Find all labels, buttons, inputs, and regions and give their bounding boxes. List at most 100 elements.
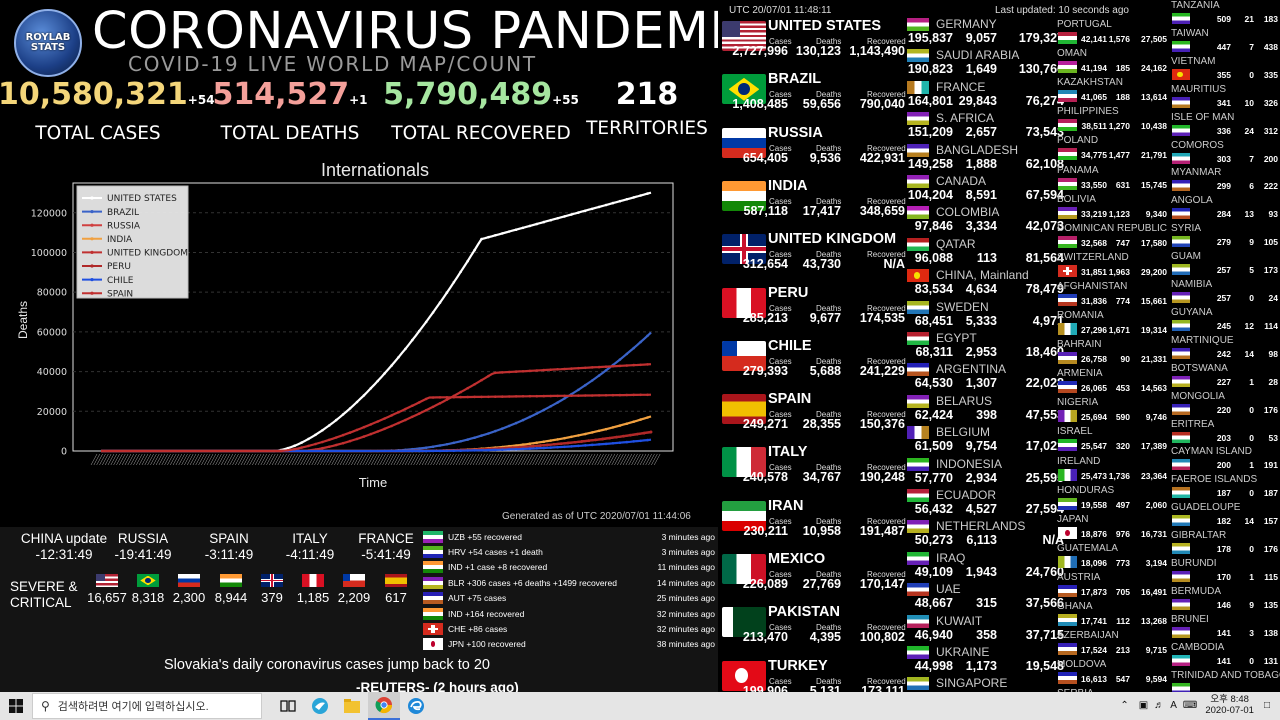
country-row-om[interactable]: OMAN 41,194 185 24,162: [1057, 46, 1167, 77]
country-row-eg[interactable]: EGYPT 68,311 2,953 18,460: [906, 329, 1064, 360]
country-row-iq[interactable]: IRAQ 49,109 1,943 24,760: [906, 549, 1064, 580]
country-row-it[interactable]: ITALY Cases Deaths Recovered 240,578 34,767 19…: [722, 441, 906, 494]
edge-icon[interactable]: [400, 692, 432, 720]
country-row-gp[interactable]: GUADELOUPE 182 14 157: [1171, 502, 1280, 530]
country-row-qa[interactable]: QATAR 96,088 113 81,564: [906, 235, 1064, 266]
country-row-pe[interactable]: PERU Cases Deaths Recovered 285,213 9,677 174,…: [722, 282, 906, 335]
country-row-es[interactable]: SPAIN Cases Deaths Recovered 249,271 28,355 15…: [722, 388, 906, 441]
country-row-by[interactable]: BELARUS 62,424 398 47,553: [906, 392, 1064, 423]
network-icon[interactable]: ▣: [1138, 699, 1149, 711]
country-row-na[interactable]: NAMIBIA 257 0 24: [1171, 279, 1280, 307]
country-row-er[interactable]: ERITREA 203 0 53: [1171, 419, 1280, 447]
country-row-ao[interactable]: ANGOLA 284 13 93: [1171, 195, 1280, 223]
country-row-gi[interactable]: GIBRALTAR 178 0 176: [1171, 530, 1280, 558]
country-row-cl[interactable]: CHILE Cases Deaths Recovered 279,393 5,688 241…: [722, 335, 906, 388]
country-row-ch[interactable]: SWITZERLAND 31,851 1,963 29,200: [1057, 250, 1167, 281]
country-row-ar[interactable]: ARGENTINA 64,530 1,307 22,028: [906, 360, 1064, 391]
country-row-mu[interactable]: MAURITIUS 341 10 326: [1171, 84, 1280, 112]
country-row-bd[interactable]: BANGLADESH 149,258 1,888 62,108: [906, 141, 1064, 172]
news-headline[interactable]: Slovakia's daily coronavirus cases jump …: [164, 657, 490, 673]
task-view-icon[interactable]: [272, 692, 304, 720]
chrome-icon[interactable]: [368, 692, 400, 720]
volume-icon[interactable]: ♬: [1154, 699, 1165, 711]
country-row-am[interactable]: ARMENIA 26,065 453 14,563: [1057, 366, 1167, 397]
country-row-cn[interactable]: CHINA, Mainland 83,534 4,634 78,479: [906, 266, 1064, 297]
taskbar-clock[interactable]: 오후 8:48 2020-07-01: [1205, 694, 1254, 716]
country-row-tw[interactable]: TAIWAN 447 7 438: [1171, 28, 1280, 56]
country-row-bm[interactable]: BERMUDA 146 9 135: [1171, 586, 1280, 614]
country-row-ua[interactable]: UKRAINE 44,998 1,173 19,548: [906, 643, 1064, 674]
country-row-ir[interactable]: IRAN Cases Deaths Recovered 230,211 10,958 191…: [722, 495, 906, 548]
country-row-jp[interactable]: JAPAN 18,876 976 16,731: [1057, 512, 1167, 543]
country-row-de[interactable]: GERMANY 195,837 9,057 179,327: [906, 15, 1064, 46]
country-row-za[interactable]: S. AFRICA 151,209 2,657 73,543: [906, 109, 1064, 140]
country-row-do[interactable]: DOMINICAN REPUBLIC 32,568 747 17,580: [1057, 221, 1167, 252]
country-row-fo[interactable]: FAEROE ISLANDS 187 0 187: [1171, 474, 1280, 502]
country-row-az[interactable]: AZERBAIJAN 17,524 213 9,715: [1057, 628, 1167, 659]
deaths-value: 0: [1249, 404, 1254, 415]
country-row-at[interactable]: AUSTRIA 17,873 705 16,491: [1057, 570, 1167, 601]
country-row-md[interactable]: MOLDOVA 16,613 547 9,594: [1057, 657, 1167, 688]
app-bird-icon[interactable]: [304, 692, 336, 720]
country-row-pk[interactable]: PAKISTAN Cases Deaths Recovered 213,470 4,395…: [722, 601, 906, 654]
country-row-mm[interactable]: MYANMAR 299 6 222: [1171, 167, 1280, 195]
country-row-ae[interactable]: UAE 48,667 315 37,566: [906, 580, 1064, 611]
country-row-il[interactable]: ISRAEL 25,547 320 17,389: [1057, 424, 1167, 455]
country-row-kz[interactable]: KAZAKHSTAN 41,065 188 13,614: [1057, 75, 1167, 106]
country-row-in[interactable]: INDIA Cases Deaths Recovered 587,118 17,417 34…: [722, 175, 906, 228]
country-row-us[interactable]: UNITED STATES Cases Deaths Recovered 2,727,9…: [722, 15, 906, 68]
country-row-fr[interactable]: FRANCE 164,801 29,843 76,274: [906, 78, 1064, 109]
taskbar-search-input[interactable]: ⚲ 검색하려면 여기에 입력하십시오.: [32, 693, 262, 719]
country-row-bo[interactable]: BOLIVIA 33,219 1,123 9,340: [1057, 192, 1167, 223]
country-row-mq[interactable]: MARTINIQUE 242 14 98: [1171, 335, 1280, 363]
country-row-ru[interactable]: RUSSIA Cases Deaths Recovered 654,405 9,536 42…: [722, 122, 906, 175]
country-row-rs[interactable]: SERBIA: [1057, 686, 1153, 692]
windows-start-icon[interactable]: [0, 692, 32, 720]
country-row-vn[interactable]: VIETNAM 355 0 335: [1171, 56, 1280, 84]
country-row-mx[interactable]: MEXICO Cases Deaths Recovered 226,089 27,769 1…: [722, 548, 906, 601]
country-row-bw[interactable]: BOTSWANA 227 1 28: [1171, 363, 1280, 391]
language-indicator[interactable]: A: [1170, 699, 1177, 711]
tray-chevron-up-icon[interactable]: ⌃: [1120, 699, 1129, 711]
file-explorer-icon[interactable]: [336, 692, 368, 720]
country-row-id[interactable]: INDONESIA 57,770 2,934 25,595: [906, 455, 1064, 486]
country-row-br[interactable]: BRAZIL Cases Deaths Recovered 1,408,485 59,65…: [722, 68, 906, 121]
country-row-be[interactable]: BELGIUM 61,509 9,754 17,021: [906, 423, 1064, 454]
country-row-tr[interactable]: TURKEY Cases Deaths Recovered 199,906 5,131 17…: [722, 655, 906, 692]
country-row-ky[interactable]: CAYMAN ISLAND 200 1 191: [1171, 446, 1280, 474]
country-row-ie[interactable]: IRELAND 25,473 1,736 23,364: [1057, 454, 1167, 485]
country-row-se[interactable]: SWEDEN 68,451 5,333 4,971: [906, 298, 1064, 329]
country-row-af[interactable]: AFGHANISTAN 31,836 774 15,661: [1057, 279, 1167, 310]
country-row-sa[interactable]: SAUDI ARABIA 190,823 1,649 130,766: [906, 46, 1064, 77]
country-row-gu[interactable]: GUAM 257 5 173: [1171, 251, 1280, 279]
country-row-kw[interactable]: KUWAIT 46,940 358 37,715: [906, 612, 1064, 643]
country-row-ng[interactable]: NIGERIA 25,694 590 9,746: [1057, 395, 1167, 426]
country-row-gt[interactable]: GUATEMALA 18,096 773 3,194: [1057, 541, 1167, 572]
country-row-pt[interactable]: PORTUGAL 42,141 1,576 27,505: [1057, 17, 1167, 48]
notification-icon[interactable]: □: [1263, 699, 1270, 711]
country-row-gh[interactable]: GHANA 17,741 112 13,268: [1057, 599, 1167, 630]
country-row-pl[interactable]: POLAND 34,775 1,477 21,791: [1057, 133, 1167, 164]
country-row-sg[interactable]: SINGAPORE: [906, 674, 1049, 692]
country-row-tt[interactable]: TRINIDAD AND TOBAGO: [1171, 670, 1280, 692]
country-row-mn[interactable]: MONGOLIA 220 0 176: [1171, 391, 1280, 419]
country-row-bn[interactable]: BRUNEI 141 3 138: [1171, 614, 1280, 642]
country-row-bi[interactable]: BURUNDI 170 1 115: [1171, 558, 1280, 586]
country-row-sy[interactable]: SYRIA 279 9 105: [1171, 223, 1280, 251]
country-row-ro[interactable]: ROMANIA 27,296 1,671 19,314: [1057, 308, 1167, 339]
country-row-ca[interactable]: CANADA 104,204 8,591 67,594: [906, 172, 1064, 203]
country-row-co[interactable]: COLOMBIA 97,846 3,334 42,073: [906, 203, 1064, 234]
country-row-pa[interactable]: PANAMA 33,550 631 15,745: [1057, 163, 1167, 194]
keyboard-icon[interactable]: ⌨: [1182, 699, 1198, 711]
country-row-bh[interactable]: BAHRAIN 26,758 90 21,331: [1057, 337, 1167, 368]
country-row-km[interactable]: COMOROS 303 7 200: [1171, 140, 1280, 168]
country-row-gb[interactable]: UNITED KINGDOM Cases Deaths Recovered 312,65…: [722, 228, 906, 281]
country-row-gy[interactable]: GUYANA 245 12 114: [1171, 307, 1280, 335]
country-row-im[interactable]: ISLE OF MAN 336 24 312: [1171, 112, 1280, 140]
country-row-kh[interactable]: CAMBODIA 141 0 131: [1171, 642, 1280, 670]
country-row-nl[interactable]: NETHERLANDS 50,273 6,113 N/A: [906, 517, 1064, 548]
country-row-tz[interactable]: TANZANIA 509 21 183: [1171, 0, 1280, 28]
country-row-ph[interactable]: PHILIPPINES 38,511 1,270 10,438: [1057, 104, 1167, 135]
country-row-hn[interactable]: HONDURAS 19,558 497 2,060: [1057, 483, 1167, 514]
country-row-ec[interactable]: ECUADOR 56,432 4,527 27,594: [906, 486, 1064, 517]
